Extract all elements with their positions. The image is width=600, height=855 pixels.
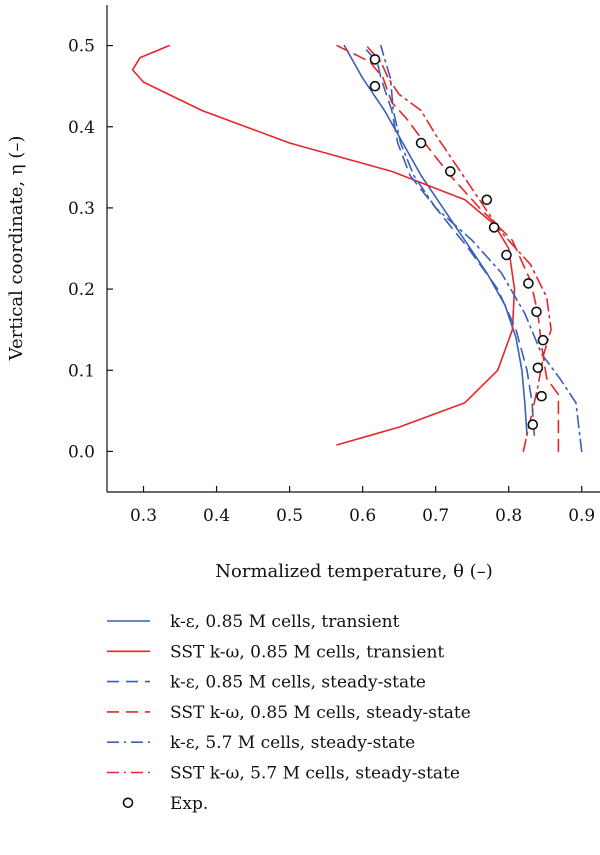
y-tick-label: 0.2 (68, 280, 95, 300)
exp-point (531, 306, 542, 318)
legend-label: k-ε, 0.85 M cells, steady-state (170, 673, 426, 693)
axes: 0.3 0.4 0.5 0.6 0.7 0.8 0.9 0.0 0.1 0.2 0.3 0.4 0.5 (68, 5, 600, 526)
exp-point (532, 362, 544, 374)
legend-label: k-ε, 0.85 M cells, transient (170, 612, 400, 632)
legend-label: Exp. (170, 794, 208, 814)
x-tick-label: 0.7 (422, 506, 449, 526)
series-line-1 (343, 44, 528, 436)
series-line-5 (380, 44, 583, 453)
exp-point (369, 54, 381, 65)
legend-marker (122, 797, 134, 809)
x-tick-label: 0.9 (568, 506, 595, 526)
exp-point (481, 194, 493, 206)
plot-area (131, 44, 583, 453)
exp-point (523, 278, 534, 289)
exp-point (527, 419, 539, 430)
exp-point (501, 249, 512, 261)
x-tick-label: 0.4 (203, 506, 230, 526)
exp-point (444, 166, 456, 177)
x-tick-label: 0.6 (349, 506, 376, 526)
legend-label: SST k-ω, 5.7 M cells, steady-state (170, 764, 460, 784)
y-tick-label: 0.4 (68, 118, 95, 138)
legend: k-ε, 0.85 M cells, transient SST k-ω, 0.8… (107, 612, 471, 814)
x-tick-label: 0.5 (276, 506, 303, 526)
y-tick-label: 0.1 (68, 361, 95, 381)
exp-point (415, 137, 427, 149)
exp-point (369, 80, 381, 92)
legend-label: SST k-ω, 0.85 M cells, steady-state (170, 703, 471, 723)
x-tick-label: 0.3 (130, 506, 157, 526)
series-line-2 (131, 44, 516, 446)
x-tick-label: 0.8 (495, 506, 522, 526)
legend-label: SST k-ω, 0.85 M cells, transient (170, 642, 444, 662)
exp-point (537, 334, 549, 346)
series-line-4 (336, 44, 560, 453)
y-tick-label: 0.5 (68, 37, 95, 57)
exp-point (536, 390, 547, 402)
exp-point (488, 222, 500, 233)
y-tick-label: 0.3 (68, 199, 95, 219)
y-tick-label: 0.0 (68, 442, 95, 462)
x-axis-title: Normalized temperature, θ (–) (215, 561, 492, 582)
y-axis-title: Vertical coordinate, η (–) (6, 136, 27, 362)
legend-label: k-ε, 5.7 M cells, steady-state (170, 733, 415, 753)
